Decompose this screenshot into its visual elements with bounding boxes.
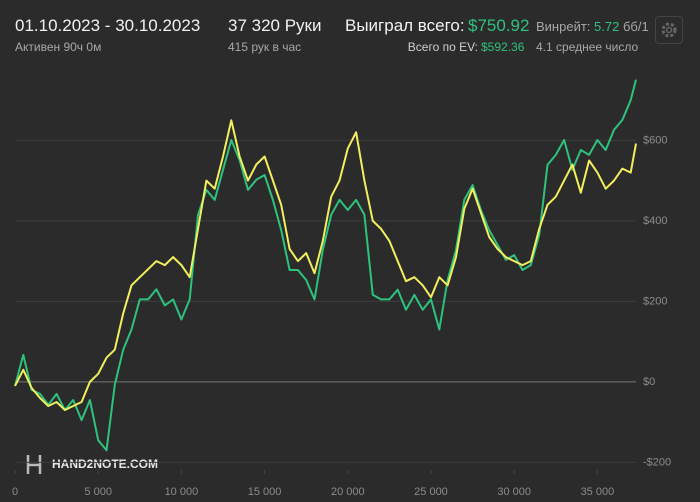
winrate: Винрейт: 5.72 бб/1 <box>536 19 649 34</box>
gear-icon <box>661 22 677 38</box>
y-tick-label: $600 <box>643 134 667 146</box>
x-tick-label: 20 000 <box>331 486 365 498</box>
logo <box>26 455 42 474</box>
hands-per-hour: 415 рук в час <box>228 40 302 54</box>
x-tick-label: 5 000 <box>84 486 112 498</box>
y-tick-label: $0 <box>643 376 655 388</box>
won-label: Выиграл всего: <box>345 16 465 35</box>
series-line <box>14 79 637 452</box>
ev-label: Всего по EV: <box>407 40 478 54</box>
winrate-value: 5.72 <box>594 19 620 34</box>
settings-button[interactable] <box>655 16 683 44</box>
x-tick-label: 35 000 <box>581 486 615 498</box>
winrate-unit: бб/1 <box>622 19 649 34</box>
winrate-label: Винрейт: <box>536 19 591 34</box>
x-tick-label: 30 000 <box>497 486 531 498</box>
y-tick-label: $200 <box>643 295 667 307</box>
x-tick-label: 0 <box>12 486 18 498</box>
hands: 37 320 Руки <box>228 16 322 35</box>
y-tick-label: $400 <box>643 215 667 227</box>
series-line <box>14 119 637 411</box>
x-tick-label: 10 000 <box>165 486 199 498</box>
won-value: $750.92 <box>468 16 530 35</box>
watermark: HAND2NOTE.COM <box>52 457 158 471</box>
date-range: 01.10.2023 - 30.10.2023 <box>15 16 201 35</box>
ev-value: $592.36 <box>481 40 525 54</box>
x-tick-label: 15 000 <box>248 486 282 498</box>
active-time: Активен 90ч 0м <box>15 40 102 54</box>
y-tick-label: -$200 <box>643 456 671 468</box>
x-tick-label: 25 000 <box>414 486 448 498</box>
avg: 4.1 среднее число <box>536 40 639 54</box>
